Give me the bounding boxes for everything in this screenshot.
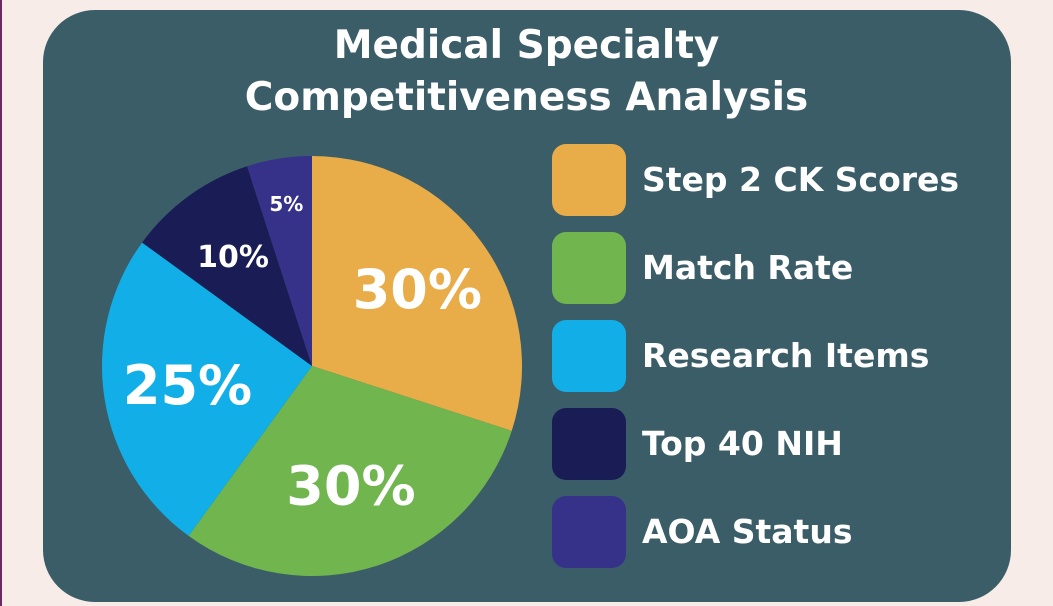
pie-slice-top-40-nih xyxy=(142,166,312,366)
legend-item-research-items: Research Items xyxy=(552,320,1012,392)
chart-title-line-1: Medical Specialty xyxy=(333,23,720,68)
legend-label: Top 40 NIH xyxy=(642,424,843,463)
legend-swatch xyxy=(552,144,626,216)
chart-title: Medical Specialty Competitiveness Analys… xyxy=(0,20,1053,124)
legend-label: Research Items xyxy=(642,336,930,375)
legend-swatch xyxy=(552,496,626,568)
legend-item-aoa-status: AOA Status xyxy=(552,496,1012,568)
legend-label: Step 2 CK Scores xyxy=(642,160,960,199)
pie-slice-step-2-ck-scores xyxy=(312,156,522,431)
left-edge-strip xyxy=(0,0,2,606)
legend-label: AOA Status xyxy=(642,512,853,551)
slice-value-label: 5% xyxy=(269,192,303,216)
slice-value-label: 30% xyxy=(286,454,415,517)
legend-label: Match Rate xyxy=(642,248,854,287)
pie-slice-match-rate xyxy=(188,366,512,576)
chart-title-line-2: Competitiveness Analysis xyxy=(244,75,809,120)
slice-value-label: 10% xyxy=(197,240,269,275)
slice-value-label: 25% xyxy=(123,354,252,417)
legend-item-top-40-nih: Top 40 NIH xyxy=(552,408,1012,480)
pie-slice-research-items xyxy=(102,242,312,536)
legend-swatch xyxy=(552,408,626,480)
slice-value-label: 30% xyxy=(353,258,482,321)
legend-item-step-2-ck-scores: Step 2 CK Scores xyxy=(552,144,1012,216)
legend-item-match-rate: Match Rate xyxy=(552,232,1012,304)
legend-swatch xyxy=(552,320,626,392)
pie-slice-aoa-status xyxy=(247,156,312,366)
legend-swatch xyxy=(552,232,626,304)
